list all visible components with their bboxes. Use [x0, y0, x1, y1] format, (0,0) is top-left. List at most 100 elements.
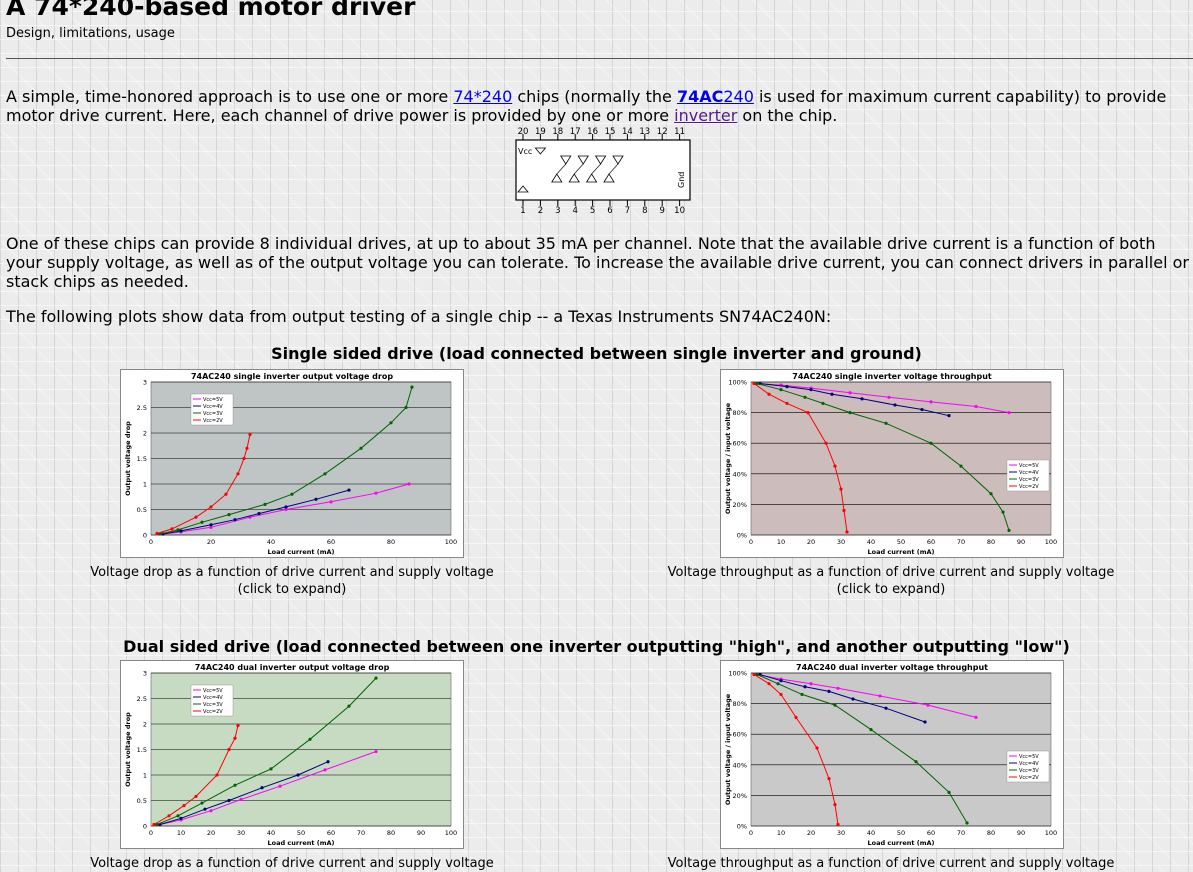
vcc-label: Vcc [518, 147, 532, 156]
data-point [260, 786, 264, 790]
y-tick-label: 40% [733, 761, 747, 769]
x-tick-label: 40 [867, 538, 875, 546]
chart-title: 74AC240 dual inverter output voltage dro… [195, 663, 390, 672]
chart-dual-voltage-throughput[interactable]: 74AC240 dual inverter voltage throughput… [720, 660, 1064, 849]
data-point [974, 404, 978, 409]
data-point [203, 807, 207, 811]
data-point [848, 411, 852, 415]
data-point [887, 395, 891, 399]
data-point [389, 421, 393, 425]
data-point [233, 736, 237, 740]
data-point [833, 703, 837, 707]
data-point [242, 456, 246, 461]
data-point [836, 822, 840, 827]
data-point [959, 464, 963, 468]
link-inverter[interactable]: inverter [674, 106, 738, 125]
x-axis-label: Load current (mA) [868, 548, 935, 556]
data-point [1007, 528, 1011, 533]
chip-bottom-pin-label-2: 2 [538, 206, 543, 214]
legend-label: Vcc=4V [203, 404, 223, 410]
enable-gate-top [534, 147, 547, 155]
data-point [752, 381, 756, 386]
data-point [407, 482, 411, 486]
inverter-bottom-3 [603, 173, 615, 183]
x-tick-label: 70 [957, 538, 965, 546]
data-point [923, 720, 927, 724]
x-axis-label: Load current (mA) [268, 548, 335, 556]
y-tick-label: 3 [143, 670, 147, 678]
chip-top-pin-label-20: 20 [518, 127, 529, 137]
data-point [914, 760, 918, 764]
caption-single-left: Voltage drop as a function of drive curr… [82, 564, 502, 598]
legend-label: Vcc=2V [203, 709, 223, 715]
data-point [326, 760, 330, 764]
data-point [263, 502, 267, 506]
data-point [152, 822, 156, 827]
data-point [236, 723, 240, 728]
y-tick-label: 100% [728, 670, 747, 678]
legend-label: Vcc=2V [1019, 775, 1039, 781]
inverter-wire-3 [608, 163, 619, 175]
legend-label: Vcc=3V [203, 411, 223, 417]
chart-single-voltage-throughput[interactable]: 74AC240 single inverter voltage throughp… [720, 369, 1064, 558]
series-line-3 [153, 725, 239, 825]
data-point [830, 392, 834, 396]
data-point [227, 513, 231, 517]
caption-single-right: Voltage throughput as a function of driv… [656, 564, 1126, 598]
data-point [809, 388, 813, 392]
data-point [800, 692, 804, 697]
data-point [374, 676, 378, 680]
link-74ac240-part-a: 74 [676, 87, 700, 106]
page-title: A 74*240-based motor driver [6, 0, 416, 21]
data-point [767, 392, 771, 396]
intro-text-3: is used for maximum current capability) … [6, 87, 1167, 125]
chip-bottom-pin-label-6: 6 [607, 206, 612, 214]
data-point [227, 798, 231, 803]
x-tick-label: 60 [327, 829, 335, 837]
legend-label: Vcc=5V [1019, 754, 1039, 760]
y-tick-label: 20% [733, 792, 747, 800]
x-tick-label: 0 [749, 829, 753, 837]
link-74-240[interactable]: 74*240 [453, 87, 513, 106]
chip-bottom-pin-label-4: 4 [572, 206, 577, 214]
chart-single-voltage-drop[interactable]: 74AC240 single inverter output voltage d… [120, 369, 464, 558]
x-tick-label: 40 [867, 829, 875, 837]
chip-bottom-pin-label-3: 3 [555, 206, 560, 214]
data-point [290, 492, 294, 496]
link-74ac240[interactable]: 74AC240 [677, 87, 754, 106]
inverter-bottom-0 [551, 173, 563, 183]
data-point [827, 776, 831, 781]
x-tick-label: 70 [957, 829, 965, 837]
data-point [209, 523, 213, 527]
data-point [947, 790, 951, 794]
x-tick-label: 80 [987, 829, 995, 837]
data-point [929, 441, 933, 445]
chip-bottom-pin-label-7: 7 [625, 206, 630, 214]
plot-area [750, 672, 1052, 827]
y-tick-label: 80% [733, 700, 747, 708]
data-point [329, 500, 333, 504]
data-point [245, 446, 249, 450]
data-point [989, 492, 993, 496]
data-point [374, 749, 378, 754]
data-point [233, 783, 237, 787]
caption-dual-left: Voltage drop as a function of drive curr… [90, 856, 494, 871]
data-point [359, 446, 363, 450]
data-point [209, 505, 213, 509]
series-line-0 [162, 483, 410, 535]
x-tick-label: 20 [207, 829, 215, 837]
gnd-label: Gnd [677, 172, 686, 188]
x-tick-label: 100 [1045, 829, 1057, 837]
x-tick-label: 80 [387, 538, 395, 546]
chart-dual-voltage-drop[interactable]: 74AC240 dual inverter output voltage dro… [120, 660, 464, 849]
data-point [308, 737, 312, 741]
x-tick-label: 30 [837, 829, 845, 837]
intro-paragraph: A simple, time-honored approach is to us… [6, 87, 1191, 125]
legend-label: Vcc=4V [1019, 761, 1039, 767]
data-point [209, 525, 213, 529]
caption-single-right-line1: Voltage throughput as a function of driv… [667, 565, 1115, 580]
legend-label: Vcc=3V [1019, 477, 1039, 483]
legend-label: Vcc=2V [203, 418, 223, 424]
y-tick-label: 2 [143, 721, 147, 729]
x-tick-label: 0 [149, 538, 153, 546]
